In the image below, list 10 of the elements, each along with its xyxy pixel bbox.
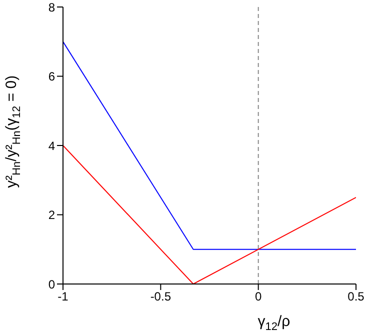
y-tick-label: 2 bbox=[48, 208, 56, 222]
y-tick-label: 4 bbox=[48, 138, 56, 153]
y-tick-label: 8 bbox=[48, 0, 56, 14]
y-tick-label: 6 bbox=[48, 70, 56, 84]
x-tick-label: 0 bbox=[254, 290, 262, 304]
x-tick-label: 0.5 bbox=[348, 290, 365, 304]
x-tick-label: -1 bbox=[58, 290, 69, 304]
x-tick-label: -0.5 bbox=[150, 290, 172, 304]
x-axis-title: γ$_{12}$/ρ bbox=[258, 313, 290, 332]
y-tick-label: 0 bbox=[48, 277, 56, 292]
